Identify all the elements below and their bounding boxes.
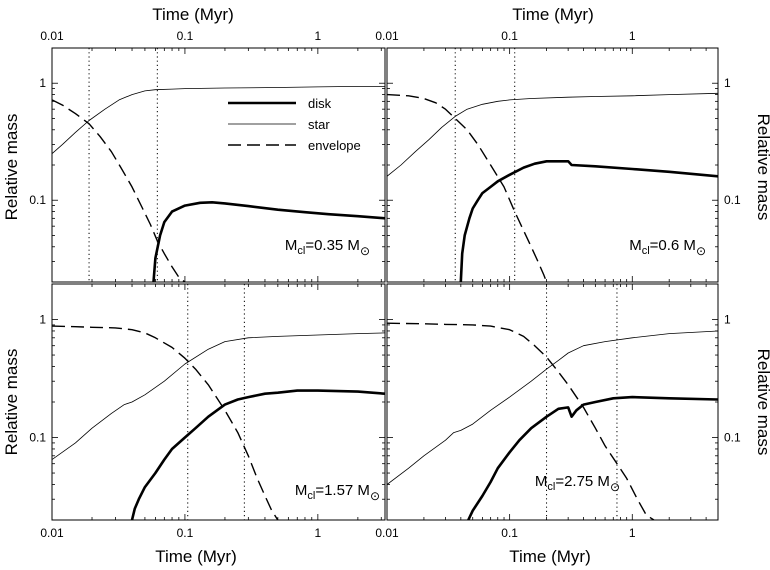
y-tick-label: 0.1: [29, 431, 46, 445]
x-axis-title-top-right: Time (Myr): [512, 5, 594, 24]
series-line-disk: [467, 395, 718, 520]
series-line-envelope: [52, 325, 279, 520]
panel-bottom-right: 0.01 0.1 1 0.1 1 Mcl=2.75 M⊙: [375, 283, 741, 540]
annotation-sub: cl: [547, 481, 555, 493]
x-tick-label: 0.01: [40, 29, 64, 43]
y-tick-label: 0.1: [724, 431, 741, 445]
y-axis-title-top-right: Relative mass: [754, 114, 770, 221]
x-tick-label: 0.01: [375, 526, 399, 540]
x-tick-label: 0.1: [501, 29, 518, 43]
annotation-sun: ⊙: [370, 489, 380, 503]
legend-label-envelope: envelope: [308, 138, 361, 153]
annotation-sub: cl: [642, 245, 650, 257]
legend: disk star envelope: [228, 96, 361, 153]
series-line-disk: [130, 389, 385, 520]
annotation-sub: cl: [307, 490, 315, 502]
series-line-disk: [152, 201, 385, 282]
legend-label-disk: disk: [308, 96, 332, 111]
annotation-cloud-mass: Mcl=0.35 M⊙: [285, 237, 370, 258]
annotation-m: M: [629, 237, 642, 254]
x-axis-title-bottom-right: Time (Myr): [509, 547, 591, 566]
x-tick-label: 1: [629, 29, 636, 43]
annotation-cloud-mass: Mcl=1.57 M⊙: [295, 482, 380, 503]
y-tick-label: 1: [39, 313, 46, 327]
y-axis-title-bottom-left: Relative mass: [2, 349, 21, 456]
series-line-envelope: [387, 322, 655, 520]
y-axis-title-bottom-right: Relative mass: [754, 349, 770, 456]
series-line-star: [52, 86, 385, 154]
annotation-value: =0.6 M: [650, 237, 696, 254]
annotation-m: M: [285, 237, 298, 254]
x-tick-label: 0.01: [40, 526, 64, 540]
series-line-envelope: [387, 93, 548, 282]
y-tick-label: 1: [724, 313, 731, 327]
annotation-m: M: [535, 473, 548, 490]
panel-top-left: 0.01 0.1 1 0.1 1 Mcl=0.35 M⊙: [29, 29, 386, 283]
annotation-cloud-mass: Mcl=2.75 M⊙: [535, 473, 620, 494]
x-tick-label: 1: [629, 526, 636, 540]
panel-bottom-left: 0.01 0.1 1 0.1 1 Mcl=1.57 M⊙: [29, 283, 386, 540]
x-axis-title-bottom-left: Time (Myr): [155, 547, 237, 566]
x-tick-label: 1: [315, 29, 322, 43]
annotation-sun: ⊙: [696, 244, 706, 258]
panel-top-right: 0.01 0.1 1 0.1 1 Mcl=0.6 M⊙: [375, 29, 741, 283]
y-tick-label: 1: [724, 76, 731, 90]
annotation-value: =1.57 M: [315, 482, 370, 499]
x-tick-label: 0.1: [177, 526, 194, 540]
series-line-star: [52, 332, 385, 460]
series-line-star: [387, 330, 718, 485]
x-tick-label: 0.01: [375, 29, 399, 43]
series-line-envelope: [52, 99, 186, 282]
y-tick-label: 0.1: [29, 193, 46, 207]
x-tick-label: 1: [315, 526, 322, 540]
x-axis-title-top-left: Time (Myr): [152, 5, 234, 24]
series-line-disk: [459, 160, 718, 282]
y-axis-title-top-left: Relative mass: [2, 114, 21, 221]
annotation-sun: ⊙: [610, 480, 620, 494]
annotation-m: M: [295, 482, 308, 499]
y-tick-label: 0.1: [724, 193, 741, 207]
annotation-value: =2.75 M: [555, 473, 610, 490]
y-tick-label: 1: [39, 76, 46, 90]
legend-label-star: star: [308, 117, 330, 132]
series-line-star: [387, 92, 718, 177]
x-tick-label: 0.1: [177, 29, 194, 43]
x-tick-label: 0.1: [501, 526, 518, 540]
annotation-sub: cl: [297, 245, 305, 257]
annotation-cloud-mass: Mcl=0.6 M⊙: [629, 237, 706, 258]
annotation-value: =0.35 M: [305, 237, 360, 254]
annotation-sun: ⊙: [360, 244, 370, 258]
